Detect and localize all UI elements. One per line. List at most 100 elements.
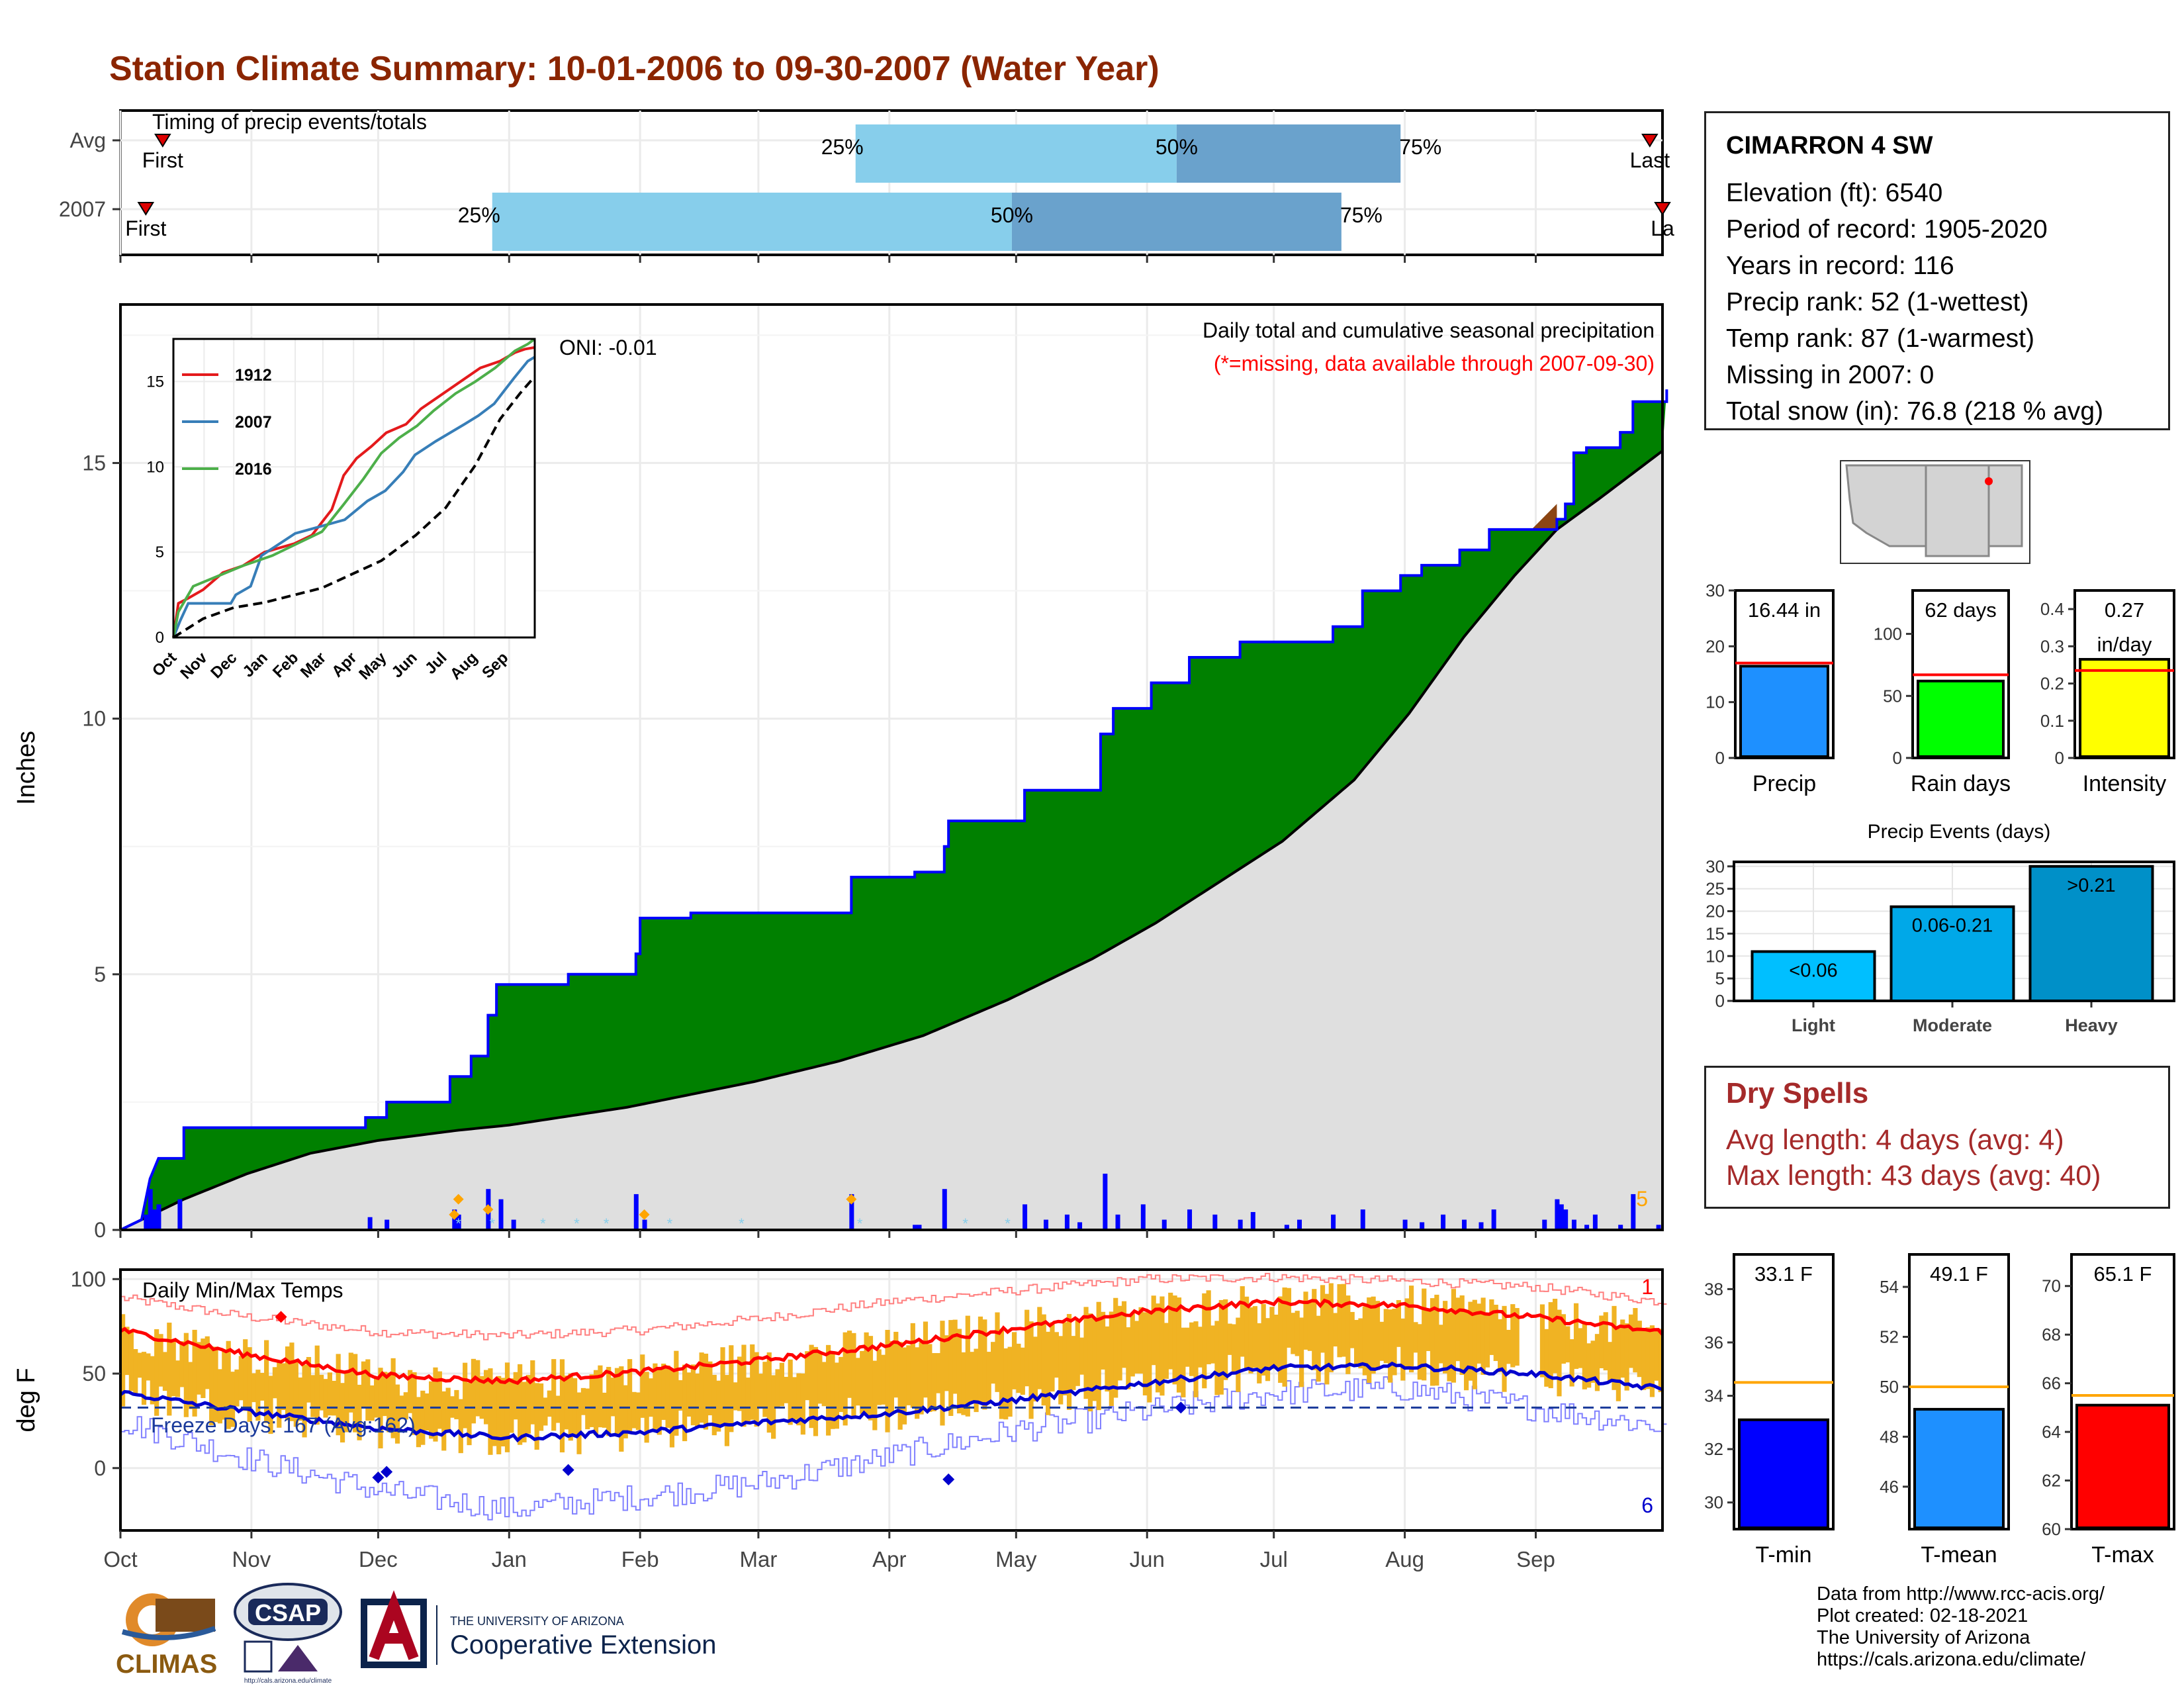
snow-event-marker [846, 1194, 857, 1205]
record-min-line [120, 1376, 1667, 1521]
daily-temp-bar [234, 1369, 240, 1407]
daily-temp-bar [1578, 1328, 1583, 1368]
daily-temp-bar [1514, 1307, 1520, 1366]
daily-temp-bar [720, 1347, 725, 1426]
daily-temp-bar [936, 1353, 941, 1393]
daily-precip-bar [1571, 1219, 1576, 1230]
daily-temp-bar [881, 1354, 886, 1405]
daily-temp-bar [690, 1364, 696, 1426]
daily-temp-bar [1261, 1303, 1266, 1376]
daily-temp-bar [826, 1344, 831, 1436]
precip-ylabel: Inches [13, 731, 40, 805]
daily-temp-bar [619, 1366, 624, 1452]
daily-temp-bar [589, 1374, 594, 1427]
daily-temp-bar [1502, 1305, 1507, 1392]
timing-last-label: La [1651, 216, 1674, 240]
daily-temp-bar [627, 1359, 633, 1434]
station-name: CIMARRON 4 SW [1726, 132, 1933, 160]
timing-q2-bar [1176, 124, 1401, 183]
timing-row-label: Avg [69, 128, 106, 152]
daily-temp-bar [724, 1375, 730, 1446]
t-min-ytick-label: 34 [1704, 1386, 1723, 1406]
daily-temp-bar [1620, 1319, 1625, 1378]
daily-temp-bar [496, 1376, 502, 1454]
timing-first-label: First [125, 216, 166, 240]
daily-temp-bar [285, 1346, 291, 1421]
t-min-value-label: 33.1 F [1754, 1262, 1813, 1286]
daily-temp-bar [1333, 1313, 1338, 1347]
daily-precip-bar [511, 1219, 516, 1230]
daily-temp-bar [657, 1369, 662, 1435]
precip-events-chart: Precip Events (days) 0 510 15 20 25 30 <0.06 Lig… [1706, 821, 2175, 1035]
precip-ytick-label: 15 [82, 451, 106, 475]
daily-temp-bar [1484, 1313, 1490, 1368]
daily-temp-bar [729, 1345, 734, 1432]
timing-q2-bar [1011, 193, 1342, 251]
daily-temp-bar [885, 1330, 890, 1432]
daily-temp-bar [1007, 1346, 1013, 1417]
daily-temp-bar [1430, 1298, 1435, 1386]
daily-temp-bar [758, 1374, 764, 1408]
daily-temp-bar [1612, 1305, 1617, 1390]
daily-temp-bar [1375, 1301, 1381, 1370]
daily-temp-bar [1324, 1293, 1330, 1385]
daily-precip-bar [1559, 1204, 1564, 1230]
inset-series-line [172, 346, 535, 638]
daily-temp-bar [961, 1352, 966, 1415]
daily-temp-bar [982, 1319, 987, 1410]
daily-temp-bar [479, 1376, 484, 1419]
daily-temp-bar [919, 1342, 924, 1415]
t-mean-ytick-label: 52 [1880, 1327, 1899, 1347]
timing-last-marker [1654, 202, 1671, 216]
daily-temp-bar [327, 1372, 332, 1416]
daily-precip-bar [1238, 1219, 1243, 1230]
daily-temp-bar [631, 1391, 637, 1429]
cumulative-surplus-area [120, 389, 1667, 1230]
daily-temp-bar [188, 1362, 193, 1409]
snow-marker: * [574, 1215, 580, 1232]
temp-ytick-label: 50 [82, 1362, 106, 1385]
daily-temp-bar [1265, 1318, 1271, 1382]
t-max-ytick-label: 66 [2042, 1374, 2061, 1393]
daily-precip-bar [1331, 1214, 1336, 1230]
daily-precip-bar [917, 1225, 922, 1230]
daily-temp-bar [1172, 1295, 1177, 1385]
daily-temp-bar [745, 1378, 751, 1422]
daily-temp-bar [915, 1347, 920, 1419]
daily-temp-bar [1362, 1306, 1367, 1376]
daily-precip-bar [1103, 1174, 1108, 1230]
daily-temp-bar [1316, 1315, 1321, 1382]
daily-temp-bar [551, 1359, 557, 1431]
daily-temp-bar [1349, 1311, 1355, 1348]
rain-days-value-label: 62 days [1925, 598, 1997, 622]
temp-frame [119, 1268, 1664, 1532]
dry-spells-max: Max length: 43 days (avg: 40) [1726, 1160, 2101, 1192]
daily-temp-bar [513, 1372, 518, 1420]
daily-precip-bar [1297, 1219, 1302, 1230]
daily-temp-bar [394, 1384, 400, 1444]
csap-logo: CSAP http://cals.arizona.edu/climate [234, 1583, 342, 1685]
daily-precip-bar [1284, 1225, 1289, 1230]
daily-temp-bar [855, 1358, 860, 1406]
temp-summary-charts: 30 32 34 36 38 33.1 F T-min 46 48 50 52 54 49.1 F T-m… [1704, 1253, 2175, 1568]
events-ytick-label: 20 [1706, 902, 1725, 921]
daily-temp-bar [1603, 1312, 1608, 1371]
daily-temp-bar [1539, 1304, 1545, 1378]
daily-temp-bar [150, 1356, 155, 1405]
daily-temp-bar [1227, 1323, 1232, 1355]
daily-temp-bar [268, 1376, 273, 1434]
daily-temp-bar [1506, 1329, 1511, 1364]
daily-temp-bar [1206, 1290, 1211, 1364]
month-label: Apr [872, 1547, 906, 1571]
daily-temp-bar [1455, 1297, 1461, 1362]
record-marker [381, 1466, 393, 1478]
daily-temp-bar [1210, 1325, 1216, 1364]
daily-temp-bar [306, 1356, 312, 1403]
daily-temp-bar [1459, 1295, 1465, 1376]
station-precip-rank: Precip rank: 52 (1-wettest) [1726, 288, 2029, 316]
daily-temp-bar [340, 1383, 345, 1443]
daily-temp-bar [1590, 1340, 1596, 1383]
daily-temp-bar [238, 1356, 244, 1401]
daily-temp-bar [361, 1361, 367, 1407]
daily-temp-bar [1236, 1317, 1241, 1392]
